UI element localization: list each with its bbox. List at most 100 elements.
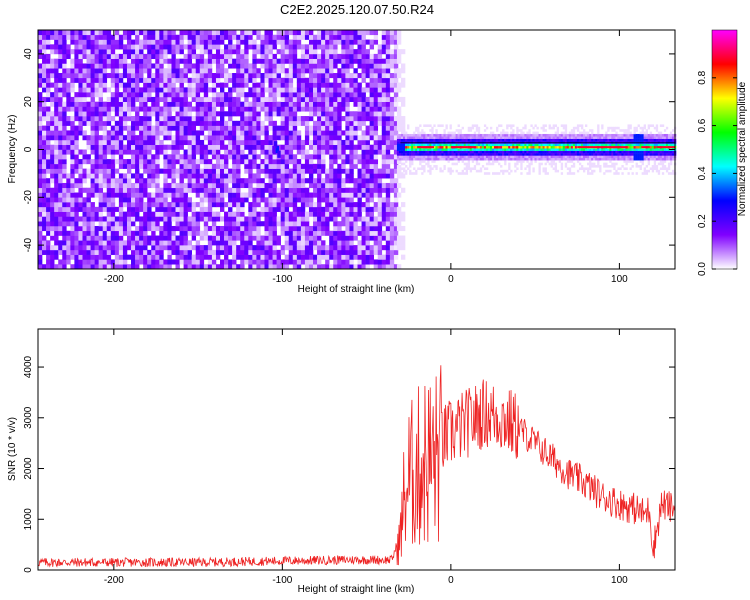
heatmap-cell: [199, 139, 205, 146]
heatmap-cell: [135, 202, 140, 208]
heatmap-cell: [139, 202, 144, 208]
heatmap-cell: [506, 126, 509, 130]
heatmap-cell: [66, 106, 71, 112]
heatmap-cell: [252, 49, 257, 55]
heatmap-cell: [139, 144, 144, 150]
heatmap-cell: [268, 225, 273, 232]
heatmap-cell: [403, 133, 406, 137]
heatmap-cell: [66, 96, 71, 102]
heatmap-cell: [199, 87, 205, 93]
heatmap-cell: [381, 264, 387, 270]
heatmap-cell: [54, 106, 59, 112]
heatmap-cell: [465, 150, 469, 154]
heatmap-cell: [106, 192, 112, 198]
heatmap-cell: [228, 34, 233, 40]
heatmap-cell: [506, 145, 509, 149]
heatmap-cell: [325, 197, 330, 203]
heatmap-cell: [46, 159, 51, 165]
heatmap-cell: [42, 178, 47, 184]
heatmap-cell: [393, 178, 399, 184]
heatmap-cell: [187, 225, 192, 232]
heatmap-cell: [361, 178, 366, 184]
heatmap-cell: [135, 264, 140, 270]
heatmap-cell: [187, 154, 192, 160]
heatmap-cell: [90, 216, 95, 222]
heatmap-cell: [489, 148, 493, 151]
heatmap-cell: [240, 230, 245, 236]
heatmap-cell: [427, 136, 430, 139]
heatmap-cell: [155, 144, 160, 150]
heatmap-cell: [244, 249, 249, 255]
heatmap-cell: [82, 187, 87, 193]
heatmap-cell: [357, 125, 362, 131]
heatmap-cell: [313, 63, 318, 69]
heatmap-cell: [369, 225, 374, 232]
heatmap-cell: [98, 68, 104, 74]
heatmap-cell: [90, 202, 95, 208]
heatmap-cell: [373, 235, 379, 241]
heatmap-cell: [465, 148, 469, 151]
heatmap-cell: [377, 259, 383, 265]
heatmap-cell: [377, 135, 383, 141]
heatmap-cell: [421, 157, 424, 161]
heatmap-cell: [46, 63, 51, 69]
heatmap-cell: [264, 149, 269, 155]
heatmap-cell: [147, 87, 152, 93]
heatmap-cell: [224, 240, 229, 246]
heatmap-cell: [345, 101, 350, 107]
heatmap-cell: [248, 240, 253, 246]
heatmap-cell: [175, 168, 180, 174]
heatmap-cell: [232, 216, 237, 222]
heatmap-cell: [147, 135, 152, 141]
heatmap-cell: [502, 131, 505, 135]
heatmap-cell: [110, 178, 116, 184]
heatmap-cell: [175, 259, 180, 265]
heatmap-cell: [78, 120, 83, 126]
heatmap-cell: [264, 87, 269, 93]
heatmap-cell: [431, 133, 434, 137]
heatmap-cell: [329, 235, 334, 241]
heatmap-cell: [433, 160, 436, 163]
heatmap-cell: [106, 264, 112, 270]
heatmap-cell: [54, 221, 59, 227]
heatmap-cell: [46, 249, 51, 255]
heatmap-cell: [385, 49, 391, 55]
heatmap-cell: [489, 141, 493, 144]
heatmap-cell: [308, 159, 314, 165]
heatmap-cell: [469, 138, 473, 142]
heatmap-cell: [183, 202, 188, 208]
heatmap-cell: [396, 133, 400, 137]
heatmap-cell: [167, 235, 172, 241]
heatmap-cell: [421, 136, 424, 139]
heatmap-cell: [90, 178, 95, 184]
heatmap-cell: [86, 82, 91, 88]
heatmap-cell: [42, 206, 47, 212]
heatmap-cell: [403, 129, 406, 132]
heatmap-cell: [329, 154, 334, 160]
heatmap-cell: [516, 155, 519, 159]
heatmap-cell: [321, 264, 326, 270]
heatmap-cell: [280, 120, 286, 126]
heatmap-cell: [191, 77, 197, 83]
heatmap-cell: [417, 148, 420, 151]
heatmap-cell: [74, 249, 79, 255]
heatmap-cell: [373, 159, 379, 165]
heatmap-cell: [353, 101, 358, 107]
heatmap-cell: [94, 44, 99, 50]
heatmap-cell: [195, 106, 201, 112]
heatmap-cell: [191, 30, 197, 36]
heatmap-cell: [280, 182, 286, 189]
heatmap-cell: [207, 96, 213, 102]
heatmap-cell: [167, 154, 172, 160]
heatmap-cell: [62, 264, 67, 270]
heatmap-cell: [393, 240, 399, 246]
heatmap-cell: [195, 92, 201, 98]
heatmap-cell: [207, 34, 213, 40]
heatmap-cell: [403, 162, 406, 166]
heatmap-cell: [393, 120, 399, 126]
heatmap-cell: [369, 120, 374, 126]
heatmap-cell: [361, 163, 366, 169]
heatmap-cell: [110, 197, 116, 203]
heatmap-cell: [98, 49, 104, 55]
heatmap-cell: [131, 63, 136, 69]
